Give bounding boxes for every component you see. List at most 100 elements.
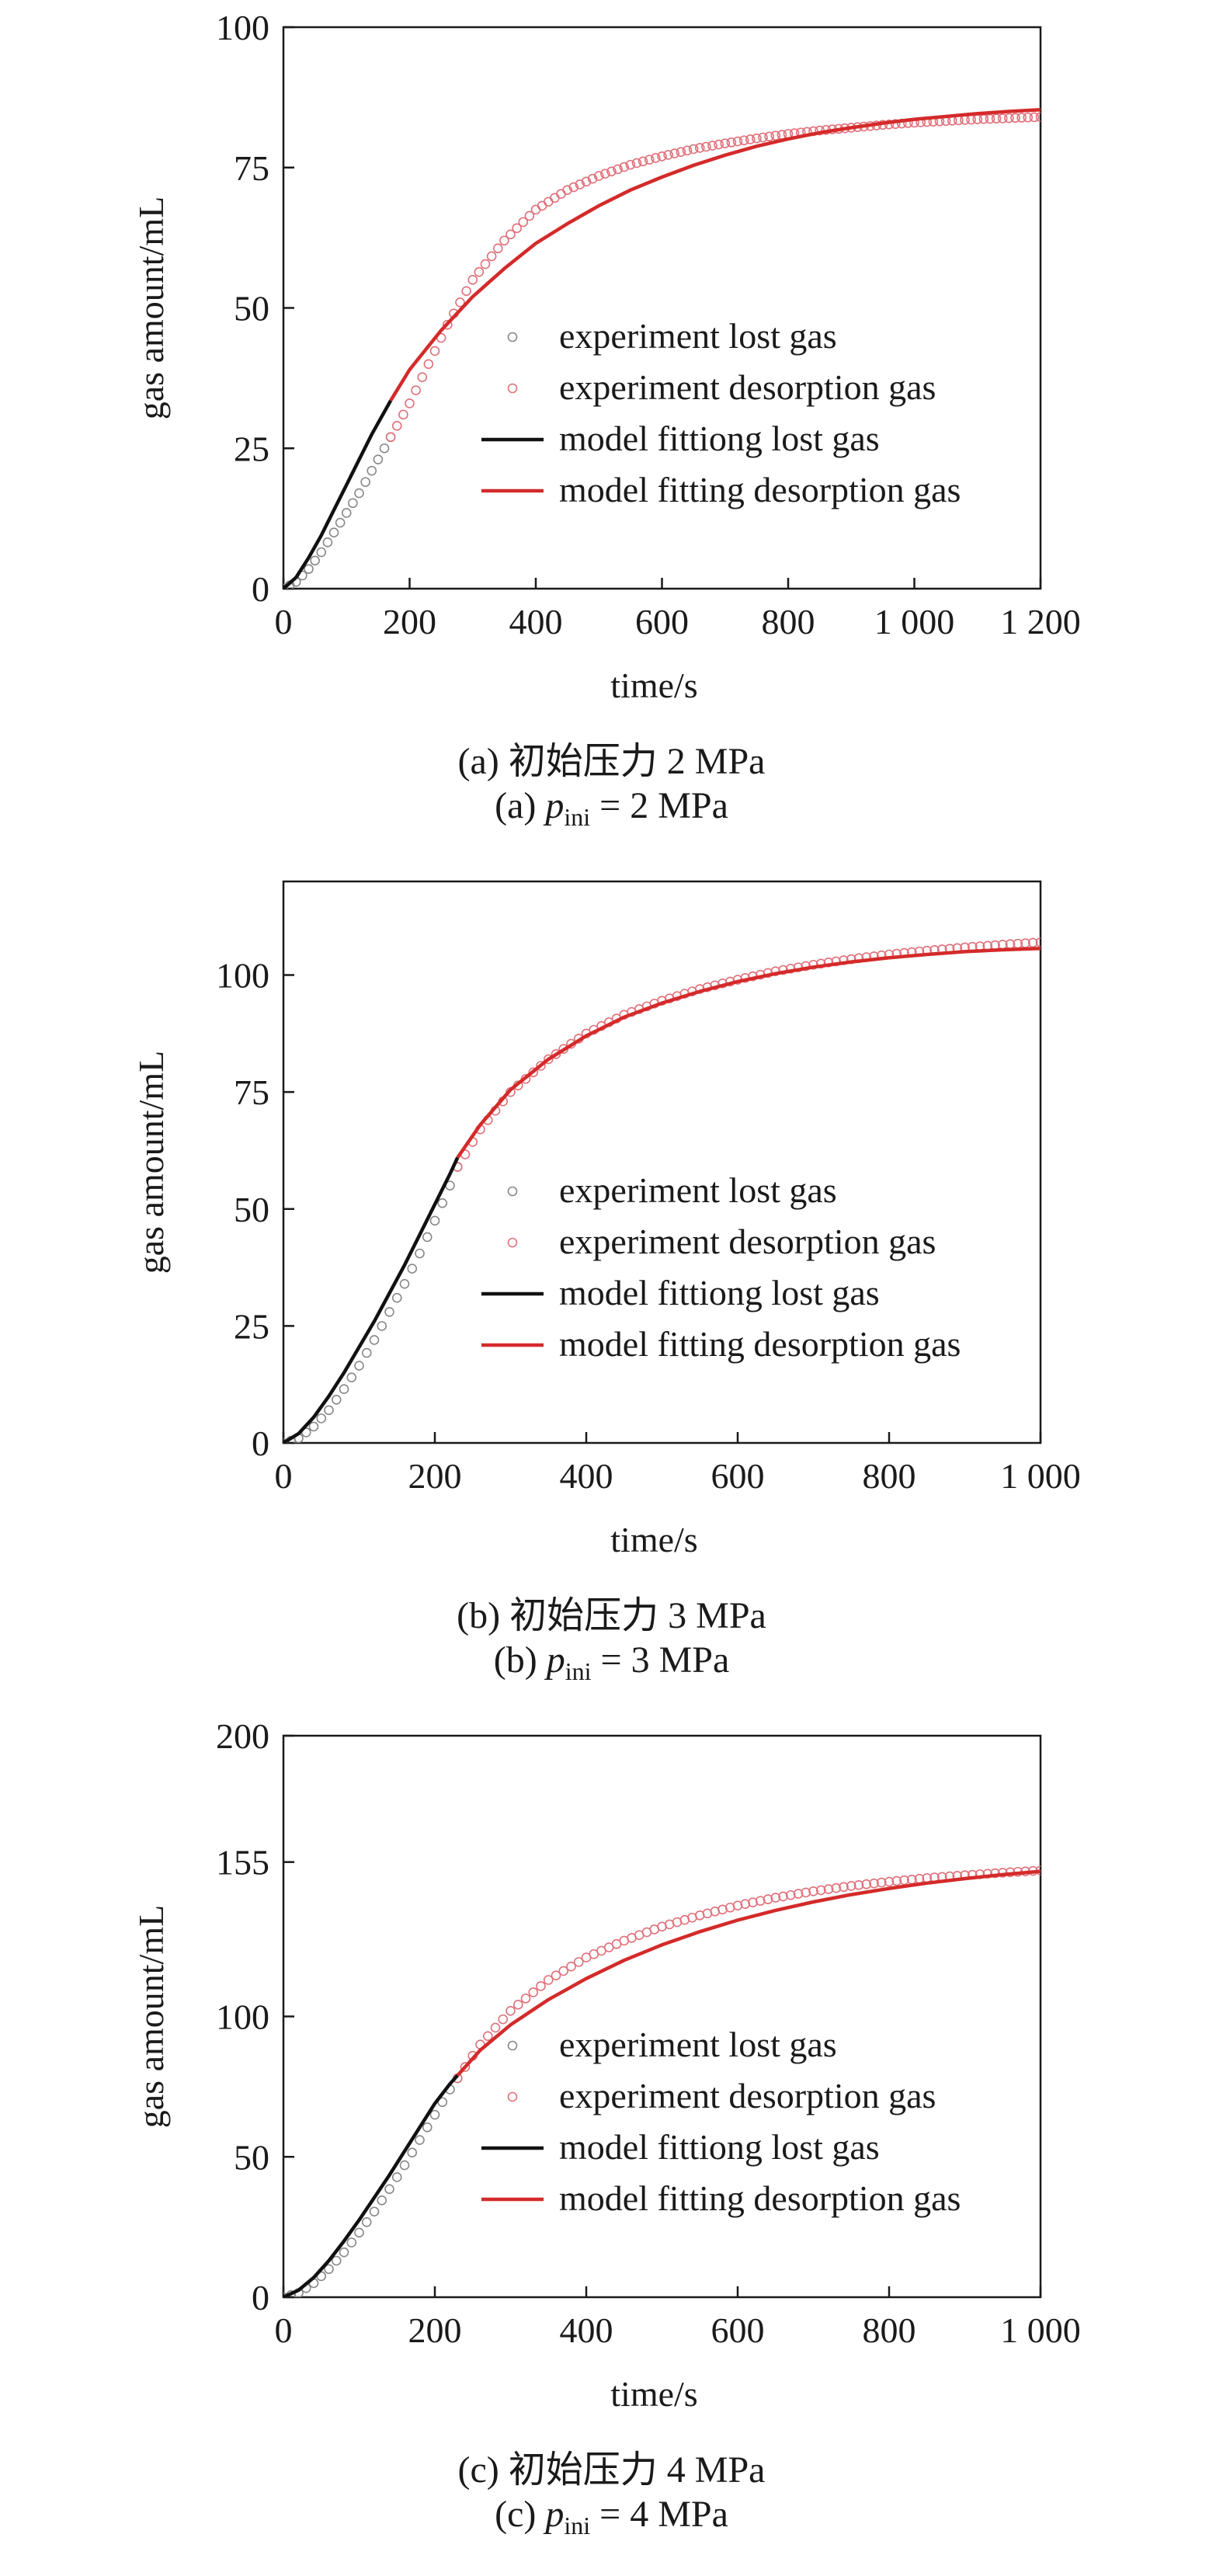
data-point-a-s1 (613, 164, 623, 175)
data-point-a-s1 (1004, 113, 1014, 123)
data-point-a-s1 (423, 359, 434, 370)
data-point-a-s1 (1016, 113, 1027, 123)
data-point-b-s1 (1035, 937, 1041, 947)
data-point-a-s1 (562, 185, 572, 195)
y-axis-title-b: gas amount/mL (131, 1051, 171, 1274)
data-point-c-s1 (732, 1900, 743, 1911)
y-tick-label-b: 50 (234, 1190, 269, 1229)
data-point-a-s1 (726, 137, 737, 148)
data-point-c-s1 (846, 1881, 856, 1891)
data-point-b-s0 (316, 1413, 327, 1424)
series-line-a-s3 (389, 108, 1041, 402)
data-point-b-s1 (815, 958, 826, 969)
data-point-a-s0 (304, 564, 314, 574)
data-point-a-s1 (694, 143, 705, 153)
data-point-c-s1 (861, 1879, 872, 1889)
data-point-a-s1 (411, 385, 421, 395)
data-point-b-s0 (437, 1198, 448, 1208)
data-point-c-s1 (839, 1882, 849, 1893)
chart-panel-a: 0 200 400 600 800 1 000 1 200 0 25 50 75 100 time/s g… (0, 0, 1223, 854)
data-point-a-s1 (770, 130, 781, 141)
data-point-c-s1 (884, 1876, 895, 1887)
y-tick-label-a: 0 (252, 569, 269, 609)
data-point-c-s1 (558, 1966, 569, 1976)
data-point-c-s1 (869, 1878, 879, 1889)
data-point-c-s0 (354, 2227, 364, 2238)
data-point-a-s1 (676, 147, 686, 157)
y-tick-label-c: 0 (252, 2278, 269, 2317)
data-point-a-s1 (568, 182, 579, 193)
data-point-c-s0 (384, 2184, 394, 2195)
data-point-c-s1 (498, 2014, 509, 2025)
caption-b-en: (b) pini = 3 MPa (0, 1639, 1223, 1686)
data-point-b-s0 (361, 1347, 372, 1358)
caption-a-en-prefix: (a) (495, 785, 546, 826)
y-tick-label-c: 200 (216, 1716, 269, 1756)
data-point-c-s1 (876, 1877, 887, 1888)
data-point-a-s0 (328, 527, 339, 538)
x-tick-label-c: 400 (560, 2310, 613, 2350)
data-point-c-s1 (543, 1975, 554, 1985)
data-point-c-s0 (369, 2206, 380, 2217)
caption-c-en-prefix: (c) (495, 2494, 546, 2535)
data-point-a-s1 (738, 135, 749, 146)
data-point-a-s1 (638, 156, 648, 167)
data-point-c-s1 (778, 1891, 788, 1902)
data-point-c-s0 (331, 2255, 342, 2266)
data-point-c-s0 (429, 2109, 440, 2120)
legend-marker-a (507, 332, 518, 342)
data-point-a-s1 (486, 251, 497, 262)
data-point-b-s0 (422, 1232, 433, 1243)
x-tick-label-b: 1 000 (1000, 1456, 1081, 1496)
data-point-a-s1 (720, 138, 731, 148)
data-point-c-s1 (899, 1875, 909, 1886)
x-tick-label-c: 800 (863, 2310, 916, 2350)
data-point-a-s1 (530, 204, 541, 215)
series-group-b (283, 937, 1041, 1443)
data-point-c-s1 (551, 1970, 561, 1981)
data-point-a-s1 (619, 162, 630, 172)
legend-label-c: model fitting desorption gas (559, 2178, 961, 2218)
data-point-c-s1 (512, 2000, 523, 2010)
data-point-a-s1 (1023, 112, 1034, 123)
data-point-c-s0 (377, 2195, 387, 2206)
x-tick-label-c: 200 (408, 2310, 462, 2350)
data-point-a-s1 (669, 148, 680, 158)
data-point-b-s0 (369, 1335, 380, 1345)
data-point-a-s1 (442, 319, 453, 330)
data-point-a-s0 (335, 517, 346, 528)
data-point-c-s0 (391, 2172, 402, 2182)
data-point-a-s1 (455, 297, 465, 308)
data-point-c-s1 (808, 1886, 818, 1896)
caption-b-en-prefix: (b) (493, 1639, 547, 1681)
x-tick-label-c: 600 (711, 2310, 765, 2350)
data-point-a-s1 (625, 159, 636, 170)
data-point-a-s1 (1010, 113, 1020, 123)
data-point-a-s1 (429, 346, 440, 356)
legend-marker-a (507, 383, 518, 394)
data-point-a-s1 (518, 217, 529, 228)
y-axis-title-a: gas amount/mL (131, 196, 171, 419)
x-tick-label-a: 400 (509, 602, 563, 641)
x-tick-label-b: 200 (408, 1456, 462, 1496)
y-tick-label-a: 25 (234, 429, 269, 468)
data-point-b-s1 (543, 1054, 554, 1065)
data-point-a-s1 (550, 193, 560, 203)
data-point-c-s0 (324, 2264, 334, 2275)
data-point-c-s1 (573, 1957, 584, 1967)
data-point-a-s1 (631, 158, 642, 169)
caption-a-en: (a) pini = 2 MPa (0, 784, 1223, 832)
caption-b-cn: (b) 初始压力 3 MPa (457, 1595, 766, 1636)
data-point-c-s1 (506, 2005, 516, 2016)
data-point-b-s0 (346, 1372, 357, 1382)
legend-label-c: experiment desorption gas (559, 2076, 936, 2115)
y-tick-label-a: 100 (216, 8, 269, 47)
data-point-b-s0 (399, 1278, 410, 1289)
plot-frame-b (282, 880, 1042, 1444)
data-point-c-s0 (415, 2135, 425, 2145)
data-point-a-s1 (467, 275, 478, 285)
caption-b-en-var: p (546, 1639, 565, 1681)
data-point-a-s1 (556, 189, 566, 200)
data-point-c-s1 (823, 1884, 834, 1894)
legend-marker-b (507, 1237, 518, 1248)
